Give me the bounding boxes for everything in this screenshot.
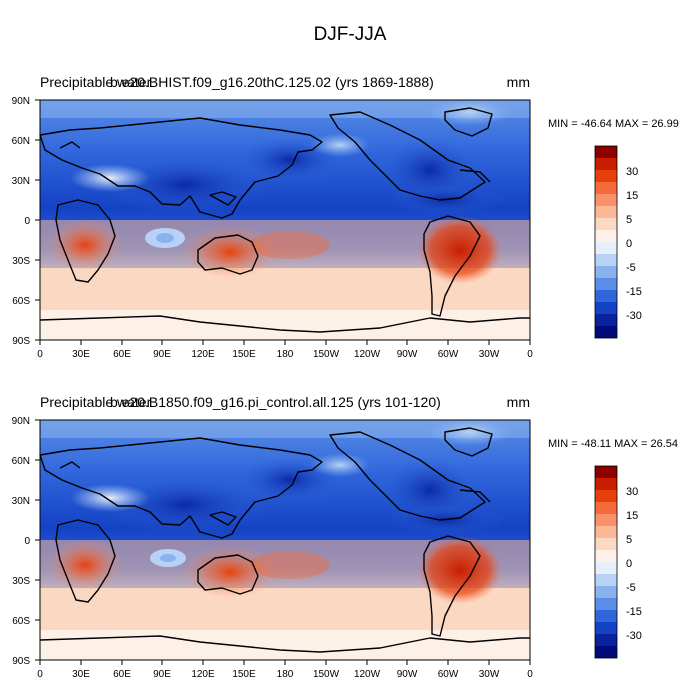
y-tick-label: 60S <box>12 296 30 307</box>
x-tick-label: 0 <box>527 669 533 680</box>
x-tick-label: 0 <box>527 349 533 360</box>
panel-2-y-axis <box>35 419 40 661</box>
x-tick-label: 90E <box>153 669 171 680</box>
figure-title: DJF-JJA <box>314 24 387 45</box>
colorbar-label: 0 <box>626 238 632 250</box>
x-tick-label: 180 <box>277 349 294 360</box>
colorbar-label: -15 <box>626 286 642 298</box>
panel-2-center-title: b.e20.B1850.f09_g16.pi_control.all.125 (… <box>110 394 441 410</box>
y-tick-label: 0 <box>24 216 30 227</box>
x-tick-label: 150W <box>313 669 340 680</box>
panel-1-x-tick-labels: 0 30E 60E 90E 120E 150E 180 150W 120W 90… <box>37 349 533 360</box>
y-tick-label: 60N <box>12 136 30 147</box>
x-tick-label: 150W <box>313 349 340 360</box>
x-tick-label: 90E <box>153 349 171 360</box>
y-tick-label: 30N <box>12 176 30 187</box>
panel-1-x-axis <box>39 340 531 345</box>
x-tick-label: 30W <box>479 349 500 360</box>
x-tick-label: 0 <box>37 349 43 360</box>
y-tick-label: 0 <box>24 536 30 547</box>
colorbar-label: 15 <box>626 510 638 522</box>
panel-1-center-title: b.e20.BHIST.f09_g16.20thC.125.02 (yrs 18… <box>110 74 434 90</box>
x-tick-label: 90W <box>397 669 418 680</box>
panel-2-colorbar: 30 15 5 0 -5 -15 -30 <box>594 465 642 659</box>
x-tick-label: 30E <box>72 669 90 680</box>
x-tick-label: 180 <box>277 669 294 680</box>
panel-1-stats: MIN = -46.64 MAX = 26.99 <box>548 118 679 130</box>
panel-2-left-title: Precipitable water <box>40 394 152 410</box>
panel-1-colorbar: 30 15 5 0 -5 -15 -30 <box>594 145 642 339</box>
colorbar-label: 5 <box>626 214 632 226</box>
panel-1: Precipitable water b.e20.BHIST.f09_g16.2… <box>12 74 679 360</box>
panel-1-units: mm <box>507 74 530 90</box>
x-tick-label: 120E <box>191 349 215 360</box>
y-tick-label: 90N <box>12 416 30 427</box>
colorbar-label: -5 <box>626 582 636 594</box>
x-tick-label: 150E <box>232 669 256 680</box>
x-tick-label: 90W <box>397 349 418 360</box>
x-tick-label: 0 <box>37 669 43 680</box>
panel-1-y-tick-labels: 90N 60N 30N 0 30S 60S 90S <box>12 96 31 347</box>
colorbar-label: 30 <box>626 486 638 498</box>
colorbar-label: 5 <box>626 534 632 546</box>
panel-1-map <box>39 98 531 341</box>
y-tick-label: 90S <box>12 336 30 347</box>
x-tick-label: 60E <box>113 349 131 360</box>
panel-2-map <box>39 418 531 661</box>
x-tick-label: 60W <box>438 349 459 360</box>
y-tick-label: 90N <box>12 96 30 107</box>
x-tick-label: 30E <box>72 349 90 360</box>
x-tick-label: 30W <box>479 669 500 680</box>
colorbar-label: -15 <box>626 606 642 618</box>
colorbar-label: -30 <box>626 310 642 322</box>
x-tick-label: 60W <box>438 669 459 680</box>
colorbar-label: 0 <box>626 558 632 570</box>
panel-2-stats: MIN = -48.11 MAX = 26.54 <box>548 438 678 450</box>
colorbar-label: 30 <box>626 166 638 178</box>
y-tick-label: 60S <box>12 616 30 627</box>
y-tick-label: 90S <box>12 656 30 667</box>
panel-1-y-axis <box>35 99 40 341</box>
y-tick-label: 30S <box>12 256 30 267</box>
colorbar-label: -5 <box>626 262 636 274</box>
x-tick-label: 120E <box>191 669 215 680</box>
y-tick-label: 60N <box>12 456 30 467</box>
panel-2-x-tick-labels: 0 30E 60E 90E 120E 150E 180 150W 120W 90… <box>37 669 533 680</box>
panel-2-y-tick-labels: 90N 60N 30N 0 30S 60S 90S <box>12 416 31 667</box>
x-tick-label: 120W <box>354 349 381 360</box>
y-tick-label: 30S <box>12 576 30 587</box>
panel-2-units: mm <box>507 394 530 410</box>
x-tick-label: 150E <box>232 349 256 360</box>
panel-2: Precipitable water b.e20.B1850.f09_g16.p… <box>12 394 678 680</box>
colorbar-label: 15 <box>626 190 638 202</box>
panel-2-x-axis <box>39 660 531 665</box>
y-tick-label: 30N <box>12 496 30 507</box>
x-tick-label: 120W <box>354 669 381 680</box>
panel-1-left-title: Precipitable water <box>40 74 152 90</box>
x-tick-label: 60E <box>113 669 131 680</box>
colorbar-label: -30 <box>626 630 642 642</box>
